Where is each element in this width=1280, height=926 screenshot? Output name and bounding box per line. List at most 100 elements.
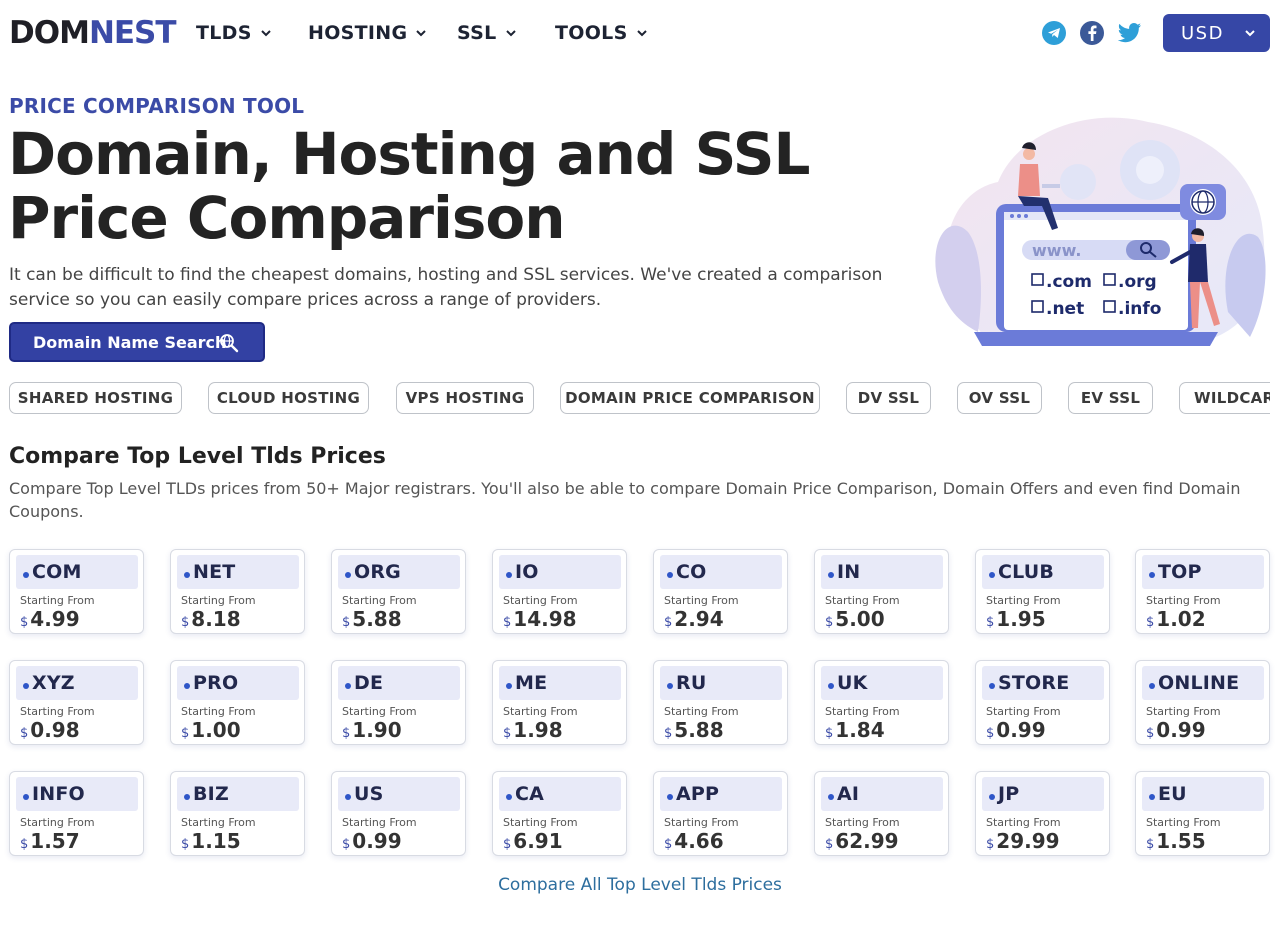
dot-icon bbox=[184, 794, 190, 800]
tld-card[interactable]: CA Starting From $6.91 bbox=[492, 771, 627, 856]
tld-card[interactable]: IO Starting From $14.98 bbox=[492, 549, 627, 634]
price-line: $5.00 bbox=[825, 607, 885, 631]
currency-symbol: $ bbox=[503, 726, 512, 741]
nav-ssl-label: SSL bbox=[457, 22, 497, 44]
tld-price: 0.99 bbox=[1156, 718, 1206, 742]
tld-price: 5.88 bbox=[674, 718, 724, 742]
illustration-opt-net: .net bbox=[1046, 299, 1084, 319]
tld-card[interactable]: ME Starting From $1.98 bbox=[492, 660, 627, 745]
currency-symbol: $ bbox=[503, 615, 512, 630]
tld-card[interactable]: RU Starting From $5.88 bbox=[653, 660, 788, 745]
site-logo[interactable]: DOMNEST bbox=[9, 14, 177, 52]
tld-name: ONLINE bbox=[1142, 666, 1264, 700]
tld-card[interactable]: JP Starting From $29.99 bbox=[975, 771, 1110, 856]
currency-symbol: $ bbox=[342, 615, 351, 630]
pill-wildcard-ssl[interactable]: WILDCARD SSL bbox=[1179, 382, 1270, 414]
starting-from-label: Starting From bbox=[825, 816, 900, 829]
pill-ov-ssl[interactable]: OV SSL bbox=[957, 382, 1042, 414]
tld-label: CO bbox=[676, 561, 707, 583]
tld-card[interactable]: CO Starting From $2.94 bbox=[653, 549, 788, 634]
currency-symbol: $ bbox=[986, 615, 995, 630]
tld-card[interactable]: EU Starting From $1.55 bbox=[1135, 771, 1270, 856]
price-line: $1.98 bbox=[503, 718, 563, 742]
twitter-icon[interactable] bbox=[1118, 21, 1142, 45]
starting-from-label: Starting From bbox=[1146, 594, 1221, 607]
price-line: $0.99 bbox=[342, 829, 402, 853]
dot-icon bbox=[828, 683, 834, 689]
starting-from-label: Starting From bbox=[20, 594, 95, 607]
tld-card[interactable]: NET Starting From $8.18 bbox=[170, 549, 305, 634]
dot-icon bbox=[989, 572, 995, 578]
tld-name: IO bbox=[499, 555, 621, 589]
nav-hosting-label: HOSTING bbox=[308, 22, 408, 44]
tld-price: 62.99 bbox=[835, 829, 899, 853]
tld-card[interactable]: APP Starting From $4.66 bbox=[653, 771, 788, 856]
tld-label: JP bbox=[998, 783, 1020, 805]
domain-search-button[interactable]: Domain Name Search bbox=[9, 322, 265, 362]
tld-card[interactable]: INFO Starting From $1.57 bbox=[9, 771, 144, 856]
hero-eyebrow: PRICE COMPARISON TOOL bbox=[9, 94, 305, 118]
pill-ev-ssl[interactable]: EV SSL bbox=[1068, 382, 1153, 414]
compare-all-link[interactable]: Compare All Top Level Tlds Prices bbox=[498, 875, 782, 895]
chevron-down-icon bbox=[505, 30, 516, 37]
tld-card[interactable]: PRO Starting From $1.00 bbox=[170, 660, 305, 745]
price-line: $5.88 bbox=[664, 718, 724, 742]
currency-symbol: $ bbox=[825, 615, 834, 630]
illustration-opt-org: .org bbox=[1118, 272, 1157, 292]
price-line: $1.90 bbox=[342, 718, 402, 742]
tld-price: 1.02 bbox=[1156, 607, 1206, 631]
illustration-www: www. bbox=[1032, 241, 1081, 260]
tld-name: UK bbox=[821, 666, 943, 700]
currency-symbol: $ bbox=[825, 837, 834, 852]
dot-icon bbox=[667, 572, 673, 578]
tld-card[interactable]: ORG Starting From $5.88 bbox=[331, 549, 466, 634]
tld-card[interactable]: DE Starting From $1.90 bbox=[331, 660, 466, 745]
tld-card[interactable]: ONLINE Starting From $0.99 bbox=[1135, 660, 1270, 745]
category-pills: SHARED HOSTING CLOUD HOSTING VPS HOSTING… bbox=[9, 382, 1270, 416]
dot-icon bbox=[23, 572, 29, 578]
tld-price: 29.99 bbox=[996, 829, 1060, 853]
dot-icon bbox=[345, 683, 351, 689]
tld-card[interactable]: COM Starting From $4.99 bbox=[9, 549, 144, 634]
nav-tlds[interactable]: TLDS bbox=[196, 20, 272, 46]
tld-price: 1.90 bbox=[352, 718, 402, 742]
dot-icon bbox=[506, 794, 512, 800]
tld-card[interactable]: BIZ Starting From $1.15 bbox=[170, 771, 305, 856]
tld-name: TOP bbox=[1142, 555, 1264, 589]
tld-card[interactable]: UK Starting From $1.84 bbox=[814, 660, 949, 745]
tld-card[interactable]: AI Starting From $62.99 bbox=[814, 771, 949, 856]
pill-cloud-hosting[interactable]: CLOUD HOSTING bbox=[208, 382, 369, 414]
tld-name: DE bbox=[338, 666, 460, 700]
tld-card[interactable]: STORE Starting From $0.99 bbox=[975, 660, 1110, 745]
currency-symbol: $ bbox=[181, 837, 190, 852]
pill-shared-hosting[interactable]: SHARED HOSTING bbox=[9, 382, 182, 414]
nav-ssl[interactable]: SSL bbox=[457, 20, 517, 46]
tld-card[interactable]: US Starting From $0.99 bbox=[331, 771, 466, 856]
pill-domain-price-comparison[interactable]: DOMAIN PRICE COMPARISON bbox=[560, 382, 820, 414]
tld-label: UK bbox=[837, 672, 868, 694]
tld-card[interactable]: TOP Starting From $1.02 bbox=[1135, 549, 1270, 634]
tld-label: CA bbox=[515, 783, 545, 805]
tld-label: RU bbox=[676, 672, 707, 694]
facebook-icon[interactable] bbox=[1080, 21, 1104, 45]
nav-hosting[interactable]: HOSTING bbox=[308, 20, 427, 46]
starting-from-label: Starting From bbox=[342, 816, 417, 829]
currency-select[interactable]: USD bbox=[1163, 14, 1270, 52]
pill-dv-ssl[interactable]: DV SSL bbox=[846, 382, 931, 414]
telegram-icon[interactable] bbox=[1042, 21, 1066, 45]
price-line: $1.00 bbox=[181, 718, 241, 742]
starting-from-label: Starting From bbox=[825, 594, 900, 607]
currency-symbol: $ bbox=[825, 726, 834, 741]
tld-card[interactable]: IN Starting From $5.00 bbox=[814, 549, 949, 634]
nav-tools[interactable]: TOOLS bbox=[555, 20, 648, 46]
tld-card[interactable]: CLUB Starting From $1.95 bbox=[975, 549, 1110, 634]
dot-icon bbox=[506, 683, 512, 689]
site-header: DOMNEST TLDS HOSTING SSL TOOLS USD bbox=[0, 0, 1280, 66]
tld-price: 1.84 bbox=[835, 718, 885, 742]
dot-icon bbox=[667, 683, 673, 689]
pill-vps-hosting[interactable]: VPS HOSTING bbox=[396, 382, 534, 414]
tld-card[interactable]: XYZ Starting From $0.98 bbox=[9, 660, 144, 745]
currency-symbol: $ bbox=[986, 837, 995, 852]
tld-price: 1.57 bbox=[30, 829, 80, 853]
starting-from-label: Starting From bbox=[181, 816, 256, 829]
